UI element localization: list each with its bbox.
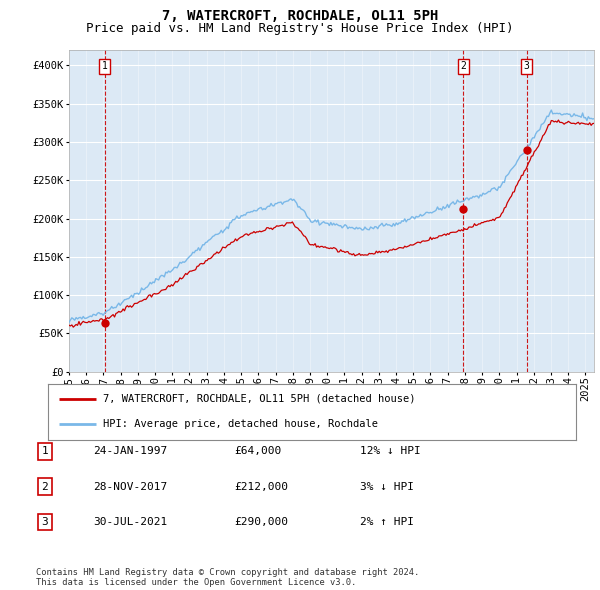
- Text: HPI: Average price, detached house, Rochdale: HPI: Average price, detached house, Roch…: [103, 419, 379, 430]
- Text: 24-JAN-1997: 24-JAN-1997: [93, 447, 167, 456]
- Text: 2: 2: [460, 61, 466, 71]
- Text: 28-NOV-2017: 28-NOV-2017: [93, 482, 167, 491]
- Text: 1: 1: [101, 61, 107, 71]
- Text: 1: 1: [41, 447, 49, 456]
- Text: 7, WATERCROFT, ROCHDALE, OL11 5PH (detached house): 7, WATERCROFT, ROCHDALE, OL11 5PH (detac…: [103, 394, 416, 404]
- Text: 12% ↓ HPI: 12% ↓ HPI: [360, 447, 421, 456]
- Text: 30-JUL-2021: 30-JUL-2021: [93, 517, 167, 527]
- Text: £64,000: £64,000: [234, 447, 281, 456]
- Text: Contains HM Land Registry data © Crown copyright and database right 2024.
This d: Contains HM Land Registry data © Crown c…: [36, 568, 419, 587]
- Text: £212,000: £212,000: [234, 482, 288, 491]
- Text: Price paid vs. HM Land Registry's House Price Index (HPI): Price paid vs. HM Land Registry's House …: [86, 22, 514, 35]
- Text: 2: 2: [41, 482, 49, 491]
- Text: 3% ↓ HPI: 3% ↓ HPI: [360, 482, 414, 491]
- Text: 2% ↑ HPI: 2% ↑ HPI: [360, 517, 414, 527]
- Text: 3: 3: [41, 517, 49, 527]
- Text: 3: 3: [524, 61, 529, 71]
- Text: £290,000: £290,000: [234, 517, 288, 527]
- Text: 7, WATERCROFT, ROCHDALE, OL11 5PH: 7, WATERCROFT, ROCHDALE, OL11 5PH: [162, 9, 438, 23]
